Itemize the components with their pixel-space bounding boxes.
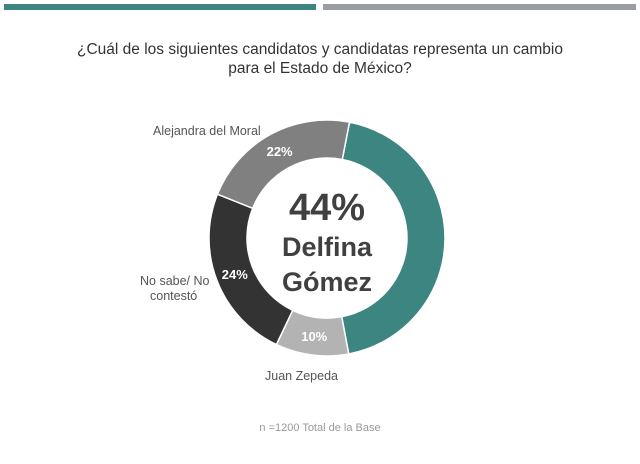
title-line-2: para el Estado de México? [228, 60, 412, 77]
data-label: 22% [267, 144, 293, 159]
center-value: 44% [288, 187, 366, 229]
label-juan: Juan Zepeda [265, 369, 338, 383]
label-no-sabe-line2: contestó [150, 289, 198, 303]
label-no-sabe-line1: No sabe/ No [140, 274, 210, 288]
center-label-line1: Delfina [281, 232, 373, 262]
header-bar-teal [4, 4, 316, 10]
data-label: 10% [301, 329, 327, 344]
title-line-1: ¿Cuál de los siguientes candidatos y can… [77, 41, 563, 58]
slice-alejandra-del-moral [216, 119, 351, 210]
label-no-sabe: No sabe/ No contestó [140, 274, 236, 304]
chart-title: ¿Cuál de los siguientes candidatos y can… [0, 40, 640, 78]
slice-delfina-g-mez [340, 121, 446, 355]
label-alejandra: Alejandra del Moral [153, 124, 261, 138]
data-label: 24% [222, 267, 248, 282]
header-bar-gray [323, 4, 636, 10]
center-label-line2: Gómez [281, 267, 373, 297]
footnote: n =1200 Total de la Base [259, 422, 381, 434]
